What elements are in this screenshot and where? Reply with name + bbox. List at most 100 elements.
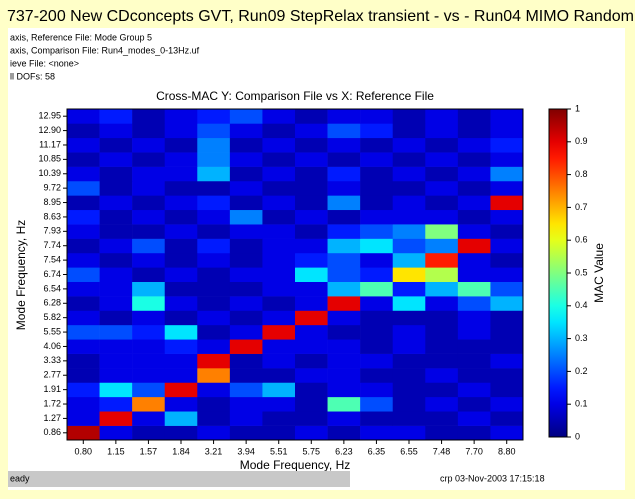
heat-cell — [457, 180, 491, 196]
heat-cell — [197, 166, 231, 182]
heat-cell — [67, 353, 100, 369]
heat-cell — [99, 238, 133, 254]
heat-cell — [132, 137, 166, 153]
heat-cell — [132, 109, 166, 124]
heat-cell — [425, 324, 459, 340]
heat-cell — [197, 180, 231, 196]
x-tick-label: 0.80 — [75, 446, 93, 456]
heat-cell — [490, 425, 524, 441]
x-tick-label: 3.21 — [205, 446, 223, 456]
heat-cell — [457, 382, 491, 398]
heat-cell — [229, 224, 263, 239]
heat-cell — [262, 166, 296, 182]
y-tick-label: 1.72 — [43, 398, 61, 408]
heat-cell — [425, 123, 459, 139]
heat-cell — [457, 296, 491, 311]
heat-cell — [197, 425, 231, 441]
y-tick-label: 8.95 — [43, 197, 61, 207]
heat-cell — [490, 396, 524, 412]
heat-cell — [425, 180, 459, 196]
heat-cell — [164, 267, 198, 282]
heat-cell — [99, 152, 133, 167]
heat-cell — [360, 137, 394, 153]
window-title: 737-200 New CDconcepts GVT, Run09 StepRe… — [7, 8, 634, 25]
heat-cell — [392, 224, 426, 239]
colorbar-tick-label: 0.9 — [575, 136, 588, 146]
heat-cell — [262, 238, 296, 254]
status-bar — [8, 471, 350, 487]
heat-cell — [425, 195, 459, 211]
heat-cell — [392, 238, 426, 254]
heat-cell — [392, 123, 426, 139]
heat-cell — [99, 166, 133, 182]
heat-cell — [392, 152, 426, 167]
heat-cell — [197, 137, 231, 153]
heat-cell — [295, 152, 328, 167]
heat-cell — [197, 152, 231, 167]
heat-cell — [457, 368, 491, 383]
heat-cell — [229, 252, 263, 268]
heat-cell — [295, 224, 328, 239]
heat-cell — [197, 209, 231, 225]
heat-cell — [457, 324, 491, 340]
heat-cell — [132, 324, 166, 340]
heat-cell — [67, 152, 100, 167]
heat-cell — [67, 238, 100, 254]
heat-cell — [295, 310, 328, 326]
heat-cell — [360, 310, 394, 326]
heat-cell — [262, 137, 296, 153]
heat-cell — [67, 324, 100, 340]
heat-cell — [295, 137, 328, 153]
heat-cell — [295, 109, 328, 124]
colorbar-tick-label: 0.5 — [575, 267, 588, 277]
heat-cell — [262, 109, 296, 124]
heat-cell — [262, 252, 296, 268]
colorbar-tick-label: 0.3 — [575, 333, 588, 343]
colorbar-tick-label: 0 — [575, 431, 580, 441]
heat-cell — [67, 267, 100, 282]
heat-cell — [425, 382, 459, 398]
heat-cell — [67, 411, 100, 426]
heat-cell — [197, 267, 231, 282]
heat-cell — [360, 296, 394, 311]
heat-cell — [67, 195, 100, 211]
heat-cell — [132, 252, 166, 268]
y-tick-label: 6.28 — [43, 298, 61, 308]
heat-cell — [360, 353, 394, 369]
y-tick-label: 5.82 — [43, 312, 61, 322]
heat-cell — [360, 152, 394, 167]
heat-cell — [99, 382, 133, 398]
heat-cell — [262, 411, 296, 426]
heat-cell — [295, 123, 328, 139]
heat-cell — [360, 209, 394, 225]
heat-cell — [229, 267, 263, 282]
heat-cell — [360, 267, 394, 282]
heat-cell — [392, 252, 426, 268]
heat-cell — [327, 396, 361, 412]
heat-cell — [164, 396, 198, 412]
heat-cell — [327, 252, 361, 268]
heat-cell — [425, 339, 459, 354]
heat-cell — [327, 224, 361, 239]
y-tick-label: 7.54 — [43, 254, 61, 264]
x-tick-label: 5.75 — [303, 446, 321, 456]
heat-cell — [327, 281, 361, 297]
heat-cell — [457, 339, 491, 354]
heat-cell — [490, 281, 524, 297]
heat-cell — [132, 209, 166, 225]
heat-cell — [457, 123, 491, 139]
heat-cell — [164, 324, 198, 340]
heat-cell — [457, 224, 491, 239]
heat-cell — [490, 195, 524, 211]
heat-cell — [197, 353, 231, 369]
x-tick-label: 3.94 — [237, 446, 255, 456]
heat-cell — [229, 123, 263, 139]
heat-cell — [99, 324, 133, 340]
heat-cell — [229, 281, 263, 297]
x-tick-label: 7.70 — [465, 446, 483, 456]
heat-cell — [327, 296, 361, 311]
y-tick-label: 3.33 — [43, 355, 61, 365]
heat-cell — [327, 209, 361, 225]
heat-cell — [457, 109, 491, 124]
heat-cell — [197, 339, 231, 354]
